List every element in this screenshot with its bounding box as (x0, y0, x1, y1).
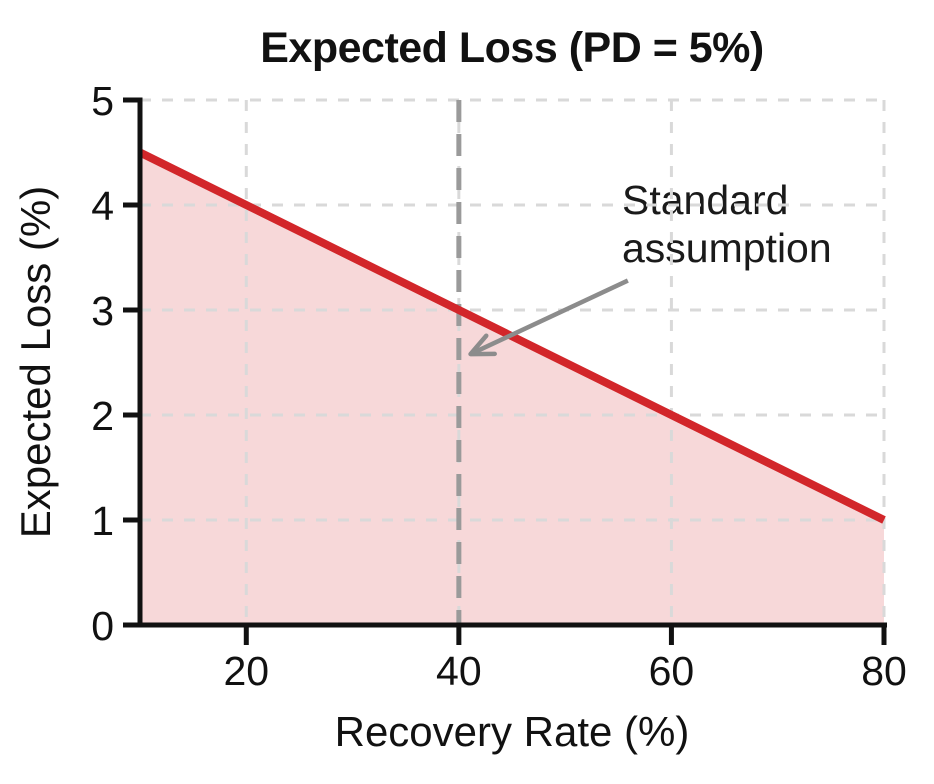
x-axis-label: Recovery Rate (%) (334, 708, 690, 755)
y-tick-label: 0 (91, 603, 114, 649)
x-tick-label: 80 (861, 648, 907, 694)
area-fill (140, 152, 884, 625)
chart-title: Expected Loss (PD = 5%) (260, 24, 764, 72)
y-tick-label: 1 (91, 498, 114, 544)
y-tick-label: 2 (91, 393, 114, 439)
y-tick-label: 3 (91, 288, 114, 334)
y-tick-label: 5 (91, 78, 114, 124)
x-tick-label: 40 (436, 648, 482, 694)
x-tick-label: 60 (649, 648, 695, 694)
x-tick-label: 20 (223, 648, 269, 694)
y-tick-label: 4 (91, 183, 114, 229)
annotation-arrow-shaft (472, 278, 629, 355)
annotation-text: Standard assumption (622, 177, 832, 271)
annotation-arrow-head (468, 333, 497, 357)
